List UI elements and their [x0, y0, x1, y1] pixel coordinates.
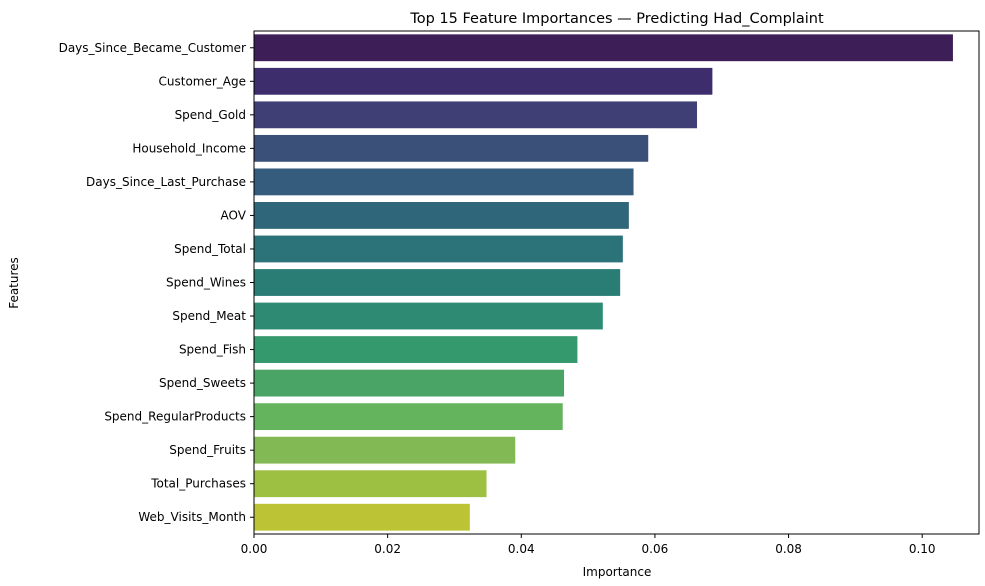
y-axis-label: Features [7, 257, 21, 309]
y-tick-label: Web_Visits_Month [138, 510, 246, 524]
bar-spend-fruits [254, 436, 516, 464]
bar-spend-wines [254, 269, 621, 296]
y-tick-label: Customer_Age [159, 74, 247, 88]
y-tick-label: Spend_RegularProducts [104, 410, 246, 424]
chart-title: Top 15 Feature Importances — Predicting … [409, 11, 824, 27]
y-tick-label: Days_Since_Became_Customer [59, 41, 246, 55]
x-tick-label: 0.00 [241, 542, 268, 556]
bar-spend-fish [254, 336, 578, 363]
bar-spend-total [254, 235, 623, 263]
bars-group [254, 34, 953, 531]
bar-days-since-became-customer [254, 34, 953, 62]
x-tick-label: 0.10 [909, 542, 936, 556]
bar-web-visits-month [254, 503, 470, 531]
x-ticks: 0.00 0.02 0.04 0.06 0.08 0.10 [241, 534, 936, 556]
y-tick-labels: Days_Since_Became_Customer Customer_Age Sp… [59, 41, 254, 524]
plot-frame [253, 30, 980, 535]
bar-household-income [254, 134, 649, 162]
y-tick-label: Spend_Fruits [169, 443, 246, 457]
x-tick-label: 0.06 [642, 542, 669, 556]
y-tick-label: Spend_Total [174, 242, 246, 256]
y-tick-label: Total_Purchases [150, 477, 246, 491]
y-tick-label: Spend_Gold [175, 108, 246, 122]
bar-aov [254, 202, 629, 229]
x-axis-label: Importance [583, 565, 652, 579]
y-tick-label: AOV [221, 208, 247, 222]
bar-spend-meat [254, 302, 603, 330]
bar-spend-regularproducts [254, 403, 563, 431]
bar-customer-age [254, 67, 713, 95]
y-tick-label: Spend_Fish [179, 343, 246, 357]
bar-days-since-last-purchase [254, 168, 634, 196]
bar-spend-sweets [254, 369, 565, 397]
x-tick-label: 0.02 [374, 542, 401, 556]
bar-total-purchases [254, 470, 487, 498]
bar-spend-gold [254, 101, 698, 129]
y-tick-label: Spend_Sweets [159, 376, 246, 390]
y-tick-label: Spend_Meat [172, 309, 246, 323]
x-tick-label: 0.04 [508, 542, 535, 556]
y-tick-label: Spend_Wines [166, 276, 246, 290]
y-tick-label: Days_Since_Last_Purchase [86, 175, 246, 189]
y-tick-label: Household_Income [132, 141, 246, 155]
x-tick-label: 0.08 [775, 542, 802, 556]
